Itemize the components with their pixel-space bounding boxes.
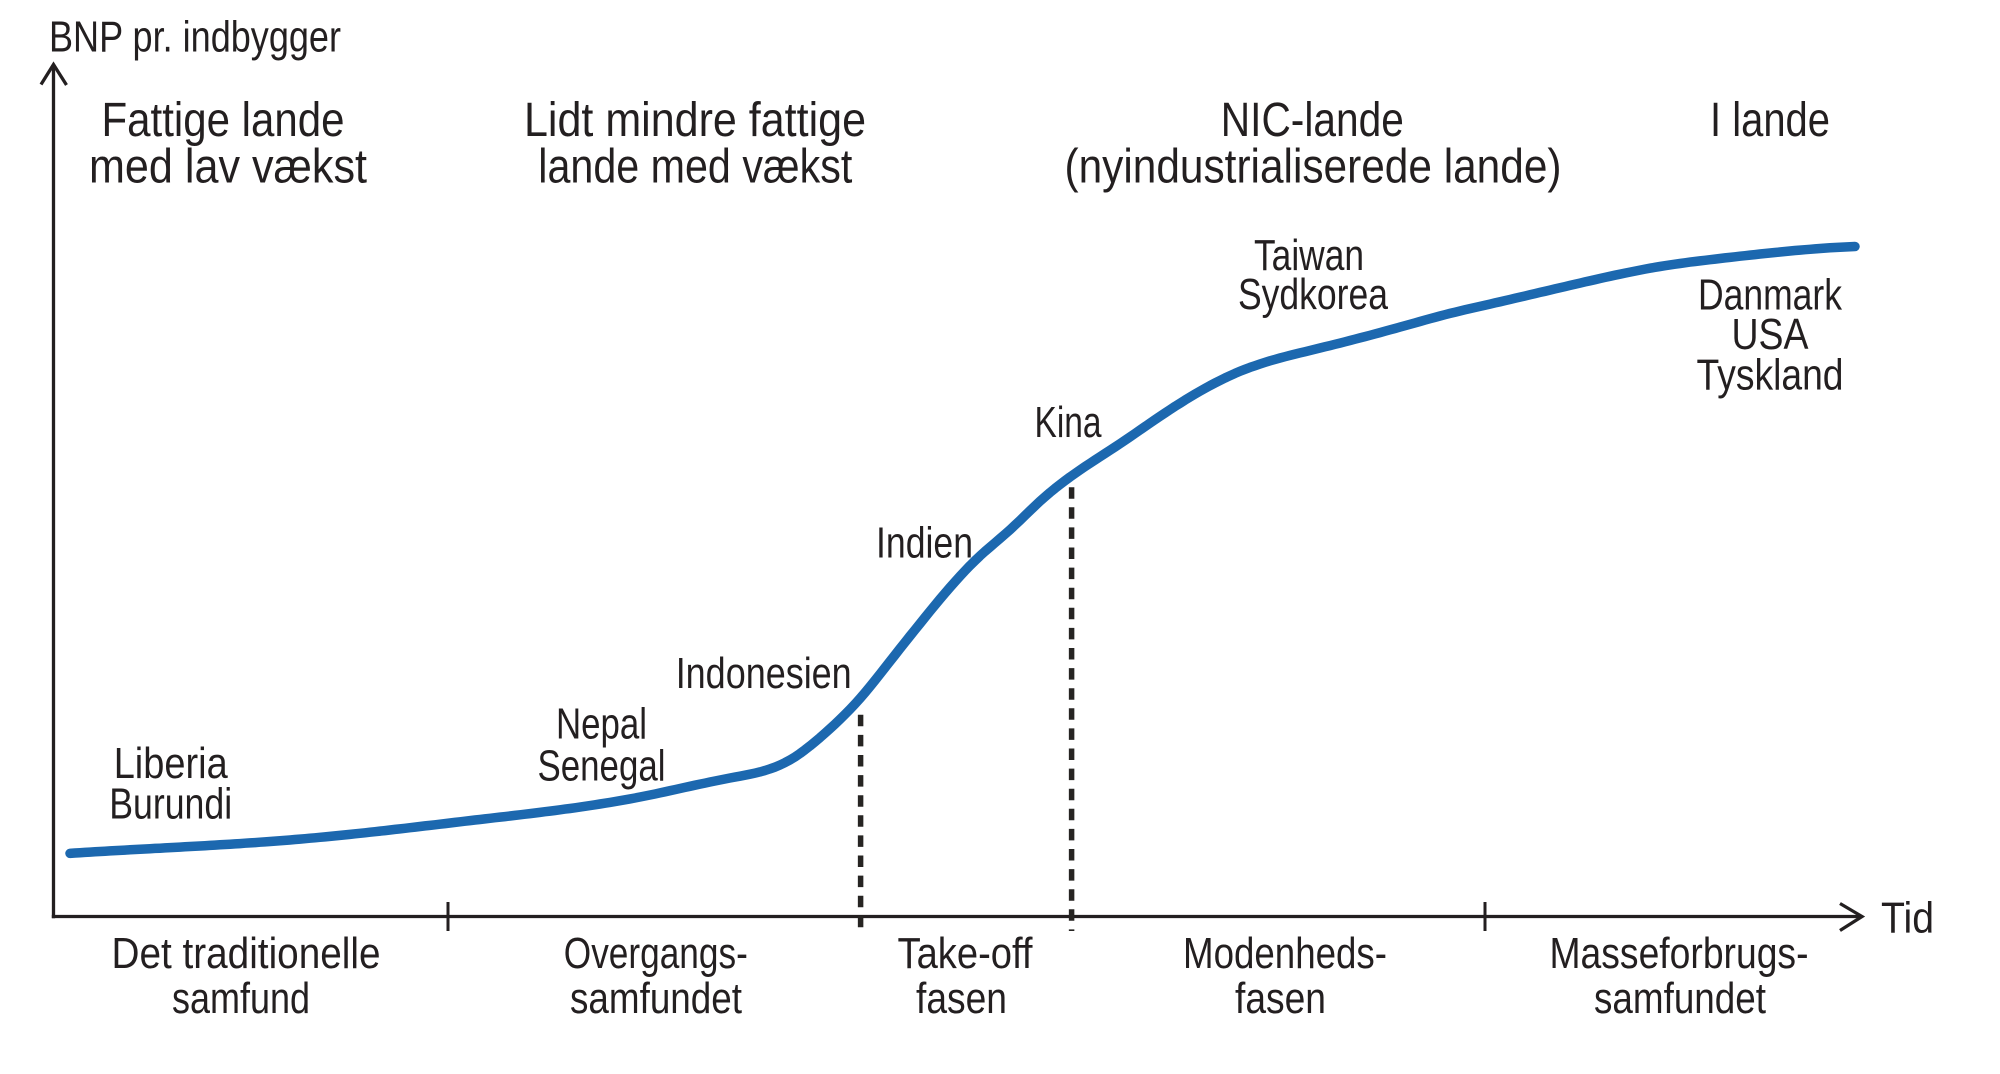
svg-text:(nyindustrialiserede lande): (nyindustrialiserede lande) [1065, 141, 1562, 194]
svg-text:lande med vækst: lande med vækst [538, 141, 852, 194]
svg-text:Indonesien: Indonesien [676, 649, 852, 698]
svg-text:samfund: samfund [172, 974, 310, 1023]
svg-text:Masseforbrugs-: Masseforbrugs- [1550, 929, 1809, 978]
svg-text:Indien: Indien [876, 519, 973, 568]
svg-text:Senegal: Senegal [538, 742, 666, 791]
svg-text:BNP pr. indbygger: BNP pr. indbygger [49, 13, 341, 62]
svg-text:Liberia: Liberia [114, 739, 228, 788]
svg-text:USA: USA [1732, 310, 1810, 359]
svg-text:Take-off: Take-off [898, 929, 1034, 978]
svg-text:Modenheds-: Modenheds- [1183, 929, 1387, 978]
svg-text:samfundet: samfundet [1594, 974, 1766, 1023]
svg-text:Nepal: Nepal [556, 700, 647, 749]
svg-text:Danmark: Danmark [1698, 271, 1843, 320]
svg-text:NIC-lande: NIC-lande [1221, 94, 1404, 147]
svg-text:fasen: fasen [1235, 974, 1326, 1023]
svg-text:fasen: fasen [916, 974, 1007, 1023]
svg-text:Fattige lande: Fattige lande [102, 94, 345, 147]
svg-text:samfundet: samfundet [570, 974, 742, 1023]
svg-text:Kina: Kina [1035, 398, 1102, 447]
svg-text:Burundi: Burundi [109, 780, 232, 829]
svg-text:Sydkorea: Sydkorea [1238, 270, 1388, 319]
svg-text:Overgangs-: Overgangs- [564, 929, 748, 978]
svg-text:Lidt mindre fattige: Lidt mindre fattige [524, 94, 866, 147]
svg-text:med lav vækst: med lav vækst [89, 141, 367, 194]
svg-text:Taiwan: Taiwan [1254, 231, 1364, 280]
svg-text:Det traditionelle: Det traditionelle [112, 929, 381, 978]
svg-text:Tid: Tid [1881, 894, 1934, 943]
svg-text:I lande: I lande [1710, 94, 1830, 147]
svg-text:Tyskland: Tyskland [1697, 351, 1844, 400]
